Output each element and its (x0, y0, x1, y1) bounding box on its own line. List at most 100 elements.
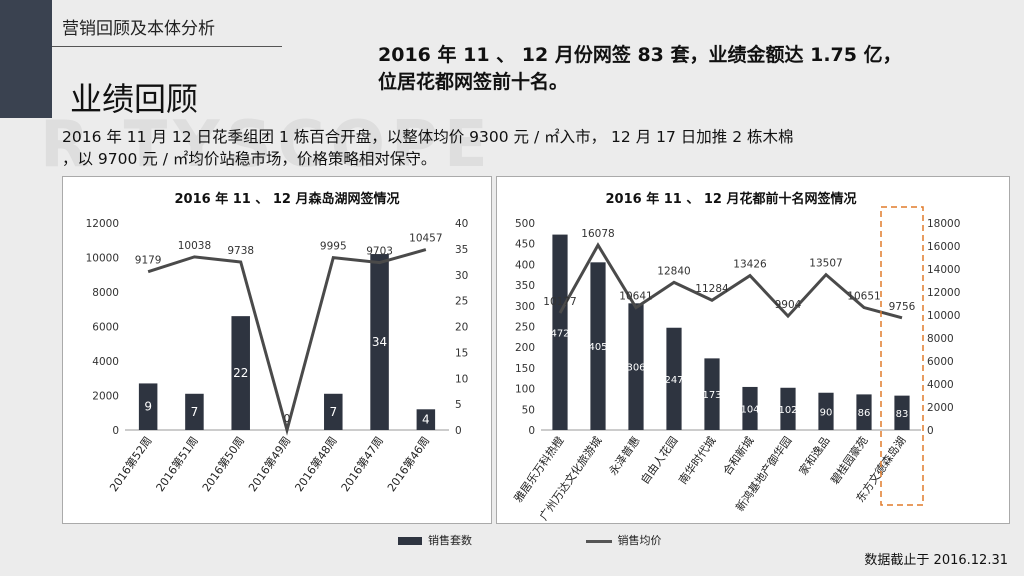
chart-senkdao-weekly: 2016 年 11 、 12 月森岛湖网签情况02000400060008000… (86, 191, 469, 494)
bar (742, 386, 758, 430)
left-axis-tick-label: 8000 (92, 287, 119, 299)
left-axis-tick-label: 0 (528, 425, 535, 437)
bar-data-label: 0 (283, 415, 291, 429)
bar-data-label: 86 (858, 408, 871, 419)
page-title: 业绩回顾 (70, 80, 199, 118)
bar (894, 395, 910, 430)
line-data-label: 10038 (178, 240, 211, 252)
left-axis-tick-label: 300 (515, 301, 535, 313)
category-tick-label: 合和新城 (720, 434, 757, 478)
intro-line-2: ，以 9700 元 / ㎡均价站稳市场，价格策略相对保守。 (62, 150, 437, 168)
bar (416, 409, 436, 430)
bar (780, 387, 796, 430)
watermark: R TYSCOPE (40, 108, 494, 182)
left-axis-tick-label: 2000 (92, 391, 119, 403)
right-axis-tick-label: 35 (455, 244, 468, 256)
title-divider (52, 46, 282, 47)
line-data-label: 0 (284, 413, 291, 425)
bar-data-label: 247 (664, 375, 683, 386)
right-axis-tick-label: 0 (927, 425, 934, 437)
data-cutoff-note: 数据截止于 2016.12.31 (864, 553, 1008, 568)
category-tick-label: 2016第48周 (292, 434, 340, 494)
left-axis-tick-label: 4000 (92, 356, 119, 368)
line-data-label: 16078 (581, 228, 614, 240)
section-title: 营销回顾及本体分析 (62, 19, 215, 39)
bar (856, 394, 872, 430)
left-axis-tick-label: 6000 (92, 322, 119, 334)
category-tick-label: 2016第52周 (106, 434, 154, 494)
bar (370, 254, 389, 430)
category-tick-label: 家和逸品 (796, 434, 833, 478)
bar-data-label: 306 (626, 363, 645, 374)
right-axis-tick-label: 10000 (927, 310, 960, 322)
left-axis-tick-label: 200 (515, 342, 535, 354)
bar-data-label: 173 (702, 390, 721, 401)
line-data-label: 10641 (619, 291, 652, 303)
category-tick-label: 碧桂园豪苑 (827, 434, 870, 487)
left-axis-tick-label: 150 (515, 363, 535, 375)
bar-data-label: 83 (896, 409, 909, 420)
legend-bar-label: 销售套数 (428, 534, 472, 547)
right-axis-tick-label: 14000 (927, 264, 960, 276)
bar (138, 383, 158, 430)
line-data-label: 12840 (657, 265, 690, 277)
right-axis-tick-label: 8000 (927, 333, 954, 345)
line-data-label: 10177 (543, 296, 576, 308)
category-tick-label: 2016第51周 (153, 434, 201, 494)
left-axis-tick-label: 400 (515, 259, 535, 271)
bar (185, 393, 204, 430)
bar (552, 234, 568, 430)
bar-data-label: 7 (329, 405, 337, 419)
right-axis-tick-label: 12000 (927, 287, 960, 299)
category-tick-label: 自由人花园 (637, 434, 680, 487)
category-tick-label: 2016第49周 (245, 434, 293, 494)
left-axis-tick-label: 500 (515, 218, 535, 230)
bar (818, 392, 834, 430)
line-data-label: 13507 (809, 258, 842, 270)
intro-line-1: 2016 年 11 月 12 日花季组团 1 栋百合开盘，以整体均价 9300 … (62, 128, 794, 146)
right-axis-tick-label: 4000 (927, 379, 954, 391)
line-data-label: 9179 (135, 255, 162, 267)
header-accent-block (0, 0, 52, 118)
right-axis-tick-label: 18000 (927, 218, 960, 230)
category-tick-label: 2016第50周 (199, 434, 247, 494)
bar-data-label: 34 (372, 335, 387, 349)
bar (590, 262, 606, 430)
headline: 2016 年 11 、 12 月份网签 83 套，业绩金额达 1.75 亿， 位… (378, 42, 1018, 96)
line-data-label: 9904 (775, 299, 802, 311)
line-data-label: 9703 (366, 246, 393, 258)
line-data-label: 11284 (695, 283, 729, 295)
legend-line-label: 销售均价 (617, 534, 662, 547)
intro-text: 2016 年 11 月 12 日花季组团 1 栋百合开盘，以整体均价 9300 … (62, 126, 1002, 170)
headline-line-1: 2016 年 11 、 12 月份网签 83 套，业绩金额达 1.75 亿， (378, 44, 902, 66)
price-line (558, 242, 903, 320)
bar-data-label: 104 (740, 404, 759, 415)
right-axis-tick-label: 2000 (927, 402, 954, 414)
chart-panel-right: 2016 年 11 、 12 月花都前十名网签情况 0 50 100 150 200 250… (496, 176, 1010, 524)
right-axis-tick-label: 6000 (927, 356, 954, 368)
right-axis-tick-label: 10 (455, 373, 468, 385)
bar (231, 316, 250, 430)
left-axis-tick-label: 0 (112, 425, 119, 437)
left-axis-tick-label: 450 (515, 239, 535, 251)
headline-line-2: 位居花都网签前十名。 (378, 71, 569, 93)
legend-bar-swatch (398, 537, 422, 545)
line-data-label: 10457 (409, 233, 442, 245)
line-data-label: 13426 (733, 259, 767, 271)
category-tick-label: 南华时代城 (675, 434, 718, 487)
bar (628, 303, 644, 430)
bar-data-label: 102 (778, 405, 797, 416)
left-axis-tick-label: 50 (522, 404, 535, 416)
bar-data-label: 472 (550, 328, 569, 339)
bar-data-label: 22 (233, 366, 248, 380)
right-axis-tick-label: 30 (455, 270, 468, 282)
right-axis-tick-label: 5 (455, 399, 462, 411)
bar-data-label: 4 (422, 413, 430, 427)
chart-huadu-top10: 2016 年 11 、 12 月花都前十名网签情况 0 50 100 150 200 250… (511, 191, 961, 523)
left-axis-tick-label: 10000 (86, 253, 119, 265)
line-data-label: 9756 (889, 301, 916, 313)
line-data-label: 9738 (227, 245, 254, 257)
right-axis-tick-label: 0 (455, 425, 462, 437)
price-line (147, 248, 427, 436)
bar (704, 358, 720, 430)
